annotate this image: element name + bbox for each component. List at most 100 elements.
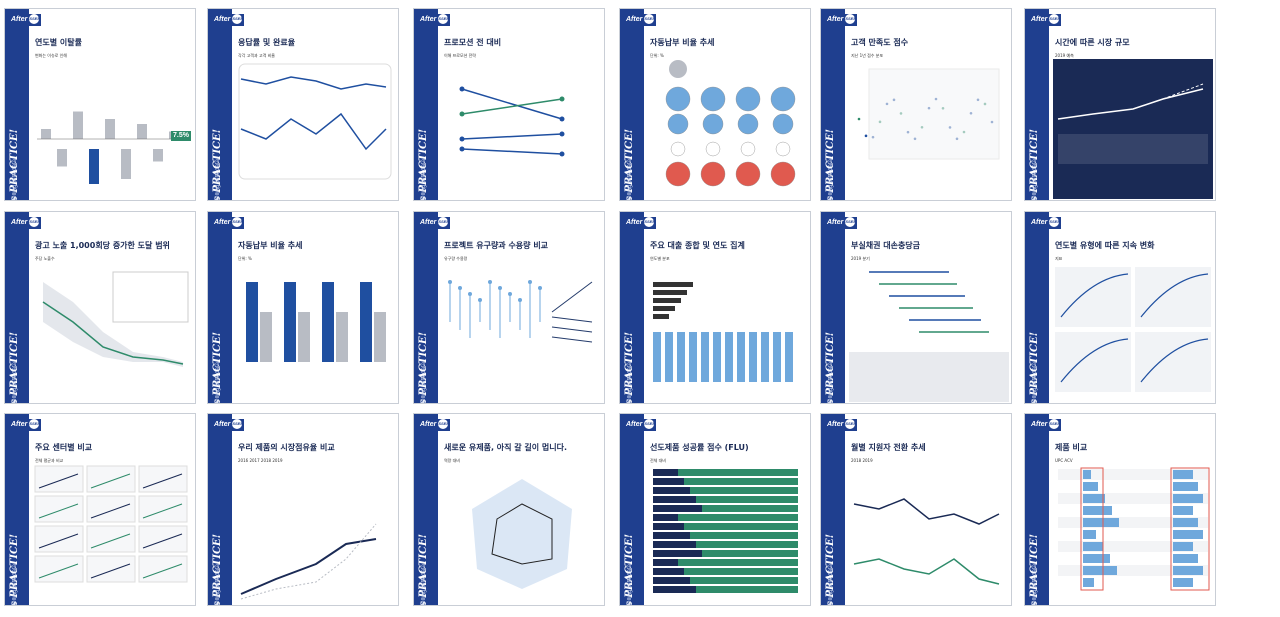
logo: After SSEM xyxy=(418,14,451,26)
logo-circle: SSEM xyxy=(644,217,656,228)
slide-note: 단위: % xyxy=(238,256,252,261)
slide-note: 2018 2019 xyxy=(851,458,873,463)
slide-subtitle: 응답률 및 완료율 xyxy=(238,38,296,47)
caption: storytelling with data xyxy=(421,564,427,606)
caption: storytelling with data xyxy=(215,362,221,404)
slide-subtitle: 프로젝트 유구량과 수용량 비교 xyxy=(444,241,549,250)
slide-subtitle: 자동납부 비율 추세 xyxy=(650,38,715,47)
logo: After SSEM xyxy=(9,419,42,431)
slide-thumbnail[interactable]: let's PRACTICE! storytelling with data Aft… xyxy=(413,8,605,201)
slide-chart xyxy=(37,111,183,184)
slide-chart xyxy=(1055,267,1211,392)
slide-thumbnail[interactable]: let's PRACTICE! storytelling with data Aft… xyxy=(207,413,399,606)
caption: storytelling with data xyxy=(12,362,18,404)
slide-thumbnail[interactable]: let's PRACTICE! storytelling with data Aft… xyxy=(820,8,1012,201)
logo-circle: SSEM xyxy=(845,419,857,430)
slide-subtitle: 부실채권 대손충당금 xyxy=(851,241,921,250)
slide-subtitle: 연도별 이탈률 xyxy=(35,38,82,47)
slide-thumbnail[interactable]: let's PRACTICE! storytelling with data Aft… xyxy=(1024,211,1216,404)
caption: storytelling with data xyxy=(215,159,221,201)
slide-thumbnail[interactable]: let's PRACTICE! storytelling with data Aft… xyxy=(4,8,196,201)
slide-thumbnail[interactable]: let's PRACTICE! storytelling with data Aft… xyxy=(207,8,399,201)
slide-note: UPC ACV xyxy=(1055,458,1073,463)
slide-thumbnail[interactable]: let's PRACTICE! storytelling with data Aft… xyxy=(619,413,811,606)
side-band: let's PRACTICE! storytelling with data xyxy=(414,212,438,403)
slide-note: 2019 분기 xyxy=(851,256,870,261)
slide-chart xyxy=(472,479,572,589)
slide-chart xyxy=(857,68,1000,160)
highlight-value: 7.5% xyxy=(171,131,191,141)
slide-thumbnail[interactable]: let's PRACTICE! storytelling with data Aft… xyxy=(413,413,605,606)
slide-thumbnail[interactable]: let's PRACTICE! storytelling with data Aft… xyxy=(1024,413,1216,606)
slide-note: 각각 고객과 고객 비율 xyxy=(238,53,275,58)
slide-thumbnail[interactable]: let's PRACTICE! storytelling with data Aft… xyxy=(619,211,811,404)
caption: storytelling with data xyxy=(215,564,221,606)
logo: After SSEM xyxy=(1029,419,1062,431)
slide-thumbnail[interactable]: let's PRACTICE! storytelling with data Aft… xyxy=(820,211,1012,404)
slide-thumbnail[interactable]: let's PRACTICE! storytelling with data Aft… xyxy=(1024,8,1216,201)
logo-circle: SSEM xyxy=(1049,419,1061,430)
slide-note: 2016 2017 2018 2019 xyxy=(238,458,283,463)
logo: After SSEM xyxy=(1029,217,1062,229)
logo-circle: SSEM xyxy=(845,217,857,228)
slide-chart xyxy=(849,271,1009,402)
slide-note: 변화는 이슈로 인해 xyxy=(35,53,67,58)
logo: After SSEM xyxy=(9,14,42,26)
slide-subtitle: 시간에 따른 시장 규모 xyxy=(1055,38,1130,47)
slide-chart xyxy=(1053,59,1213,199)
slide-subtitle: 주요 대출 종합 및 연도 집계 xyxy=(650,241,745,250)
slide-subtitle: 고객 만족도 점수 xyxy=(851,38,909,47)
slide-chart xyxy=(246,282,386,362)
logo: After SSEM xyxy=(825,14,858,26)
slide-thumbnail[interactable]: let's PRACTICE! storytelling with data Aft… xyxy=(820,413,1012,606)
side-band: let's PRACTICE! storytelling with data xyxy=(620,414,644,605)
slide-subtitle: 선도제품 성공률 점수 (FLU) xyxy=(650,443,749,452)
slide-chart xyxy=(448,280,593,343)
slide-thumbnail[interactable]: let's PRACTICE! storytelling with data Aft… xyxy=(413,211,605,404)
side-band: let's PRACTICE! storytelling with data xyxy=(414,414,438,605)
logo: After SSEM xyxy=(624,217,657,229)
slide-thumbnail[interactable]: let's PRACTICE! storytelling with data Aft… xyxy=(4,413,196,606)
logo-circle: SSEM xyxy=(232,217,244,228)
logo-circle: SSEM xyxy=(232,14,244,25)
slide-note: 지난 1년 점수 분포 xyxy=(851,53,884,58)
logo-circle: SSEM xyxy=(438,217,450,228)
slide-subtitle: 월별 지원자 전환 추세 xyxy=(851,443,926,452)
side-band: let's PRACTICE! storytelling with data xyxy=(208,212,232,403)
slide-thumbnail[interactable]: let's PRACTICE! storytelling with data Aft… xyxy=(207,211,399,404)
logo-circle: SSEM xyxy=(438,14,450,25)
side-band: let's PRACTICE! storytelling with data xyxy=(5,414,29,605)
side-band: let's PRACTICE! storytelling with data xyxy=(5,212,29,403)
slide-subtitle: 프로모션 전 대비 xyxy=(444,38,502,47)
side-band: let's PRACTICE! storytelling with data xyxy=(414,9,438,200)
side-band: let's PRACTICE! storytelling with data xyxy=(821,9,845,200)
logo: After SSEM xyxy=(624,14,657,26)
side-band: let's PRACTICE! storytelling with data xyxy=(208,414,232,605)
side-band: let's PRACTICE! storytelling with data xyxy=(1025,9,1049,200)
slide-note: 단위: % xyxy=(650,53,664,58)
caption: storytelling with data xyxy=(828,159,834,201)
logo: After SSEM xyxy=(418,217,451,229)
caption: storytelling with data xyxy=(421,159,427,201)
logo-circle: SSEM xyxy=(845,14,857,25)
slide-chart xyxy=(240,523,377,600)
slide-subtitle: 주요 센터별 비교 xyxy=(35,443,93,452)
side-band: let's PRACTICE! storytelling with data xyxy=(1025,414,1049,605)
side-band: let's PRACTICE! storytelling with data xyxy=(208,9,232,200)
logo: After SSEM xyxy=(825,419,858,431)
slide-note: 역량 대비 xyxy=(444,458,460,463)
logo: After SSEM xyxy=(624,419,657,431)
logo-circle: SSEM xyxy=(644,14,656,25)
slide-subtitle: 새로운 유제품, 아직 갈 길이 멉니다. xyxy=(444,443,568,452)
caption: storytelling with data xyxy=(828,564,834,606)
logo: After SSEM xyxy=(1029,14,1062,26)
logo: After SSEM xyxy=(212,419,245,431)
logo: After SSEM xyxy=(9,217,42,229)
side-band: let's PRACTICE! storytelling with data xyxy=(5,9,29,200)
side-band: let's PRACTICE! storytelling with data xyxy=(620,9,644,200)
slide-thumbnail[interactable]: let's PRACTICE! storytelling with data Aft… xyxy=(619,8,811,201)
caption: storytelling with data xyxy=(421,362,427,404)
slide-thumbnail[interactable]: let's PRACTICE! storytelling with data Aft… xyxy=(4,211,196,404)
slide-subtitle: 제품 비교 xyxy=(1055,443,1088,452)
